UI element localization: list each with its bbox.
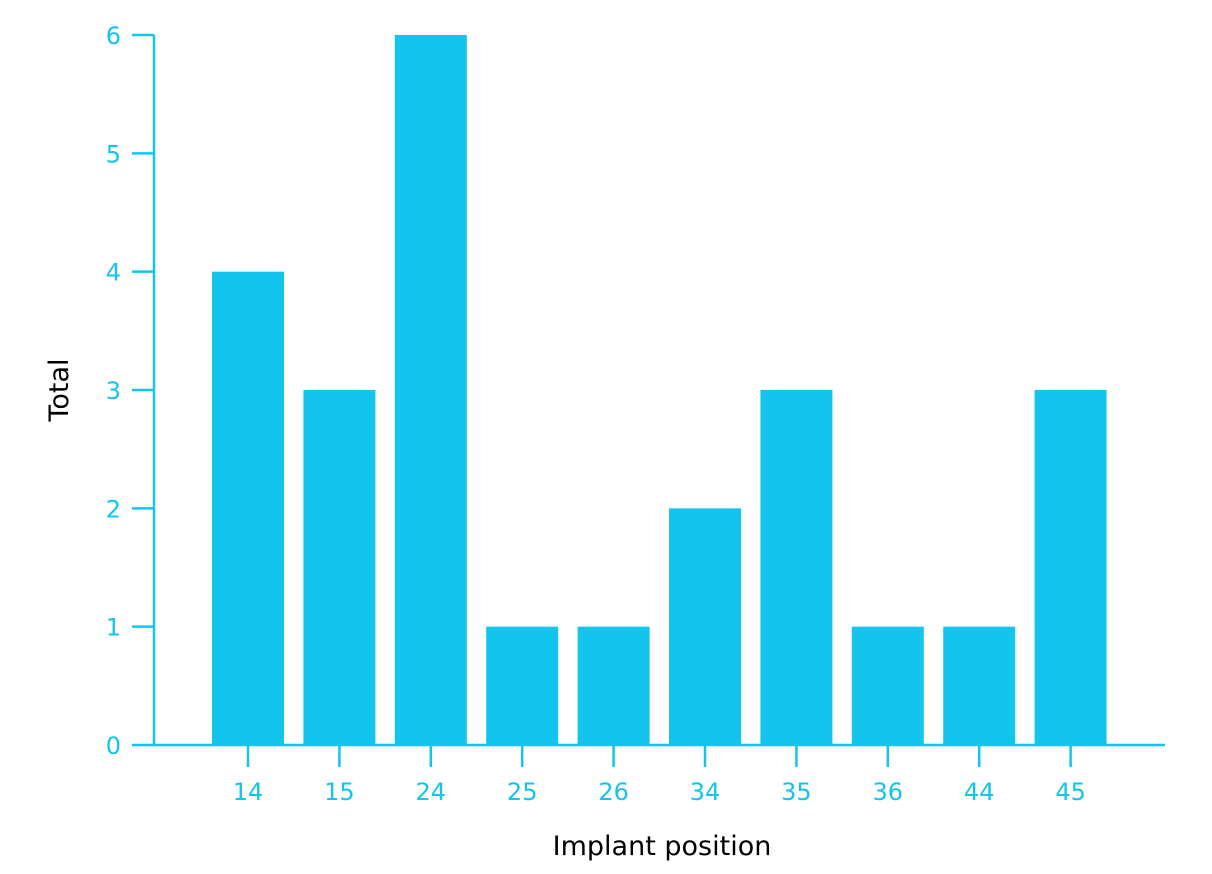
x-tick-label: 35: [781, 778, 812, 806]
y-tick-label: 3: [106, 377, 121, 405]
y-tick-label: 0: [106, 732, 121, 760]
bar-45: [1034, 390, 1107, 745]
y-tick-label: 6: [106, 22, 121, 50]
x-tick-label: 14: [233, 778, 264, 806]
y-tick-label: 4: [106, 259, 121, 287]
x-tick-label: 15: [324, 778, 355, 806]
bar-35: [760, 390, 833, 745]
y-ticks-group: 0 1 2 3 4 5 6: [106, 22, 154, 760]
bar-26: [577, 626, 650, 745]
x-ticks-group: 14 15 24 25 26 34 35 36 44 45: [233, 745, 1086, 806]
y-tick-label: 5: [106, 140, 121, 168]
x-tick-label: 36: [873, 778, 904, 806]
bar-14: [212, 271, 284, 745]
x-tick-label: 25: [507, 778, 538, 806]
x-tick-label: 45: [1055, 778, 1086, 806]
bar-36: [851, 626, 924, 745]
x-tick-label: 26: [598, 778, 629, 806]
bars-group: [212, 35, 1107, 745]
bar-24: [394, 35, 467, 745]
x-axis-title: Implant position: [553, 831, 772, 862]
y-tick-label: 2: [106, 495, 121, 523]
y-axis-title: Total: [44, 358, 75, 422]
bar-15: [303, 390, 376, 745]
bar-25: [486, 626, 559, 745]
x-tick-label: 24: [416, 778, 447, 806]
x-tick-label: 34: [690, 778, 721, 806]
y-tick-label: 1: [106, 614, 121, 642]
x-tick-label: 44: [964, 778, 995, 806]
bar-34: [669, 508, 741, 745]
bar-44: [943, 626, 1016, 745]
